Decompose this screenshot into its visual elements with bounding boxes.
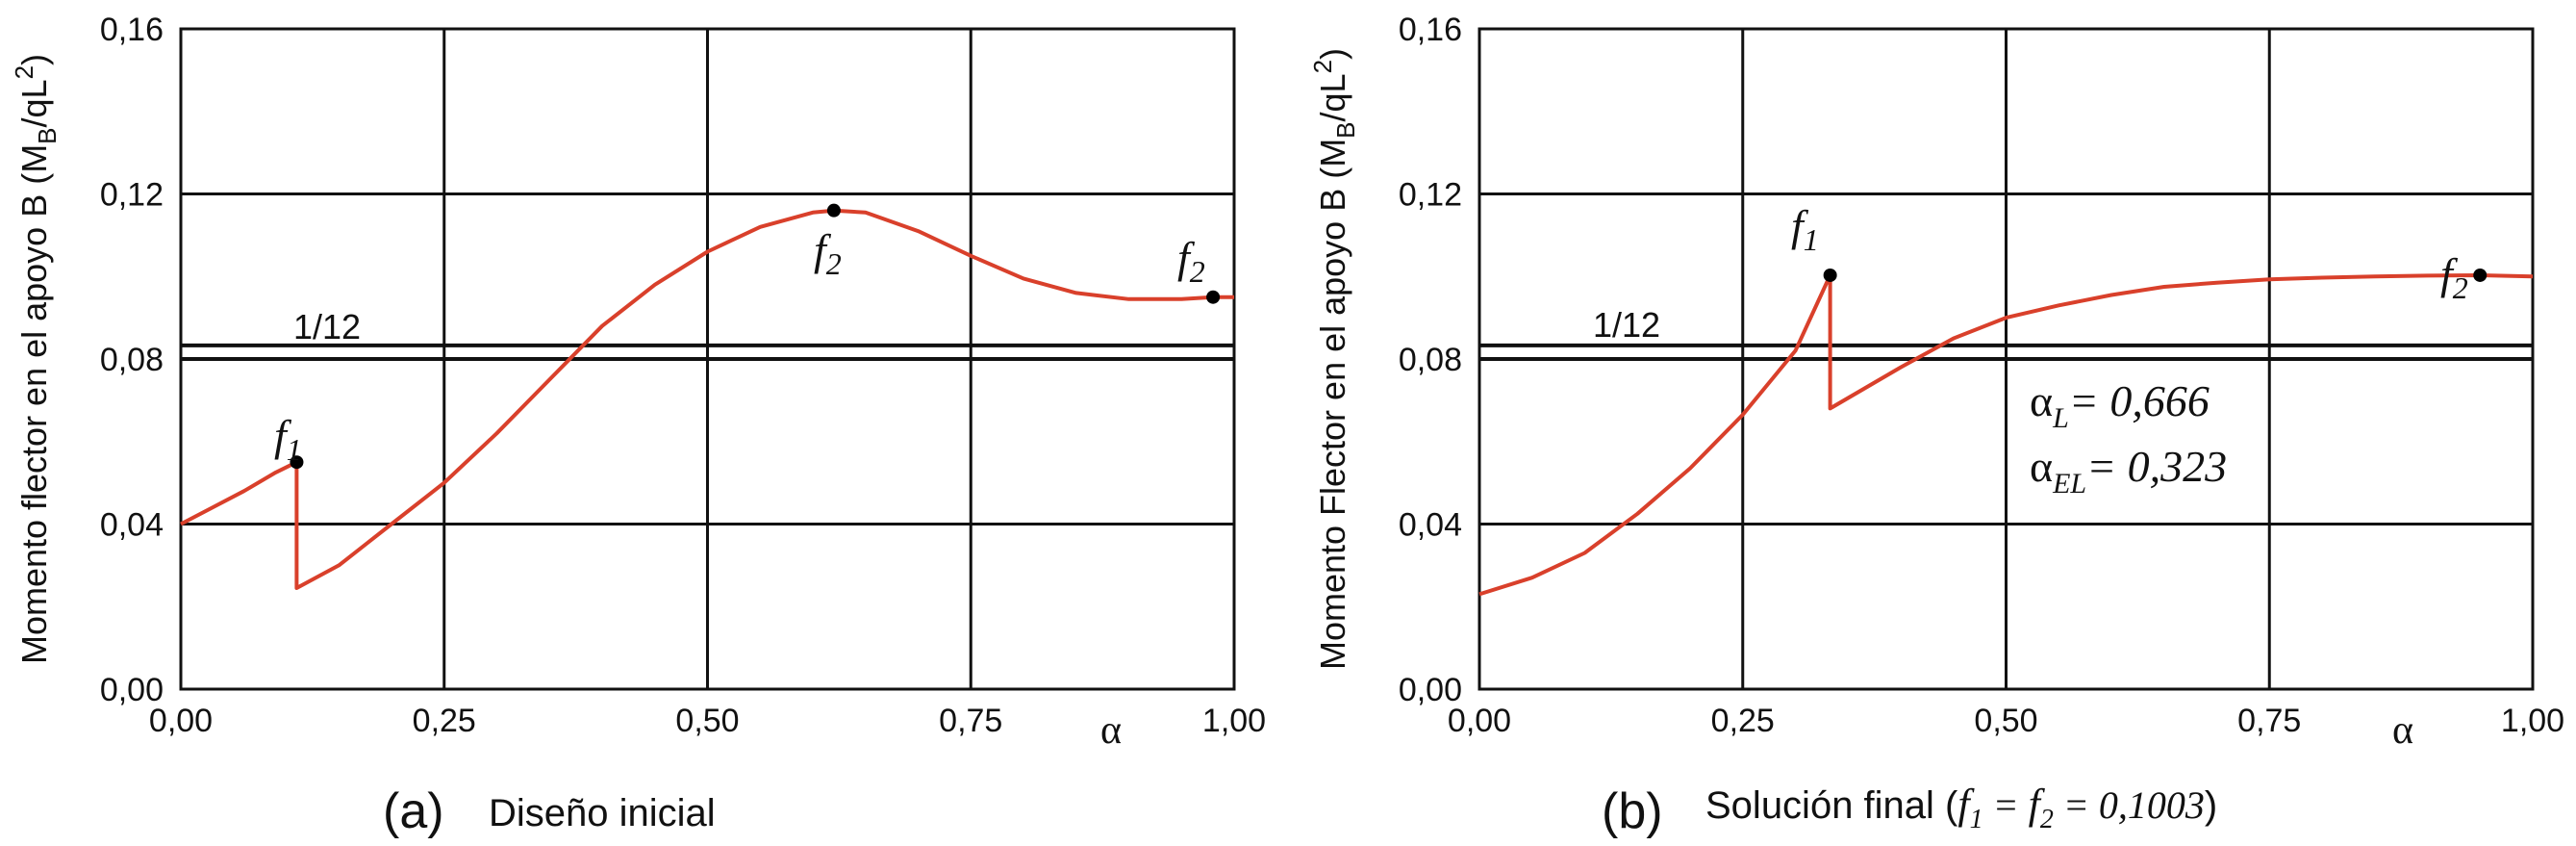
y-tick-label: 0,08	[1399, 342, 1462, 378]
chart-a-annotation-f2-end: f2	[1177, 233, 1205, 289]
chart-b-annotation-f2: f2	[2440, 249, 2468, 305]
x-tick-label: 0,25	[413, 703, 476, 739]
chart-a-plot-frame	[179, 27, 1236, 691]
x-tick-label: 0,75	[939, 703, 1002, 739]
chart-b-annotation-f1: f1	[1791, 201, 1819, 257]
chart-a-x-ticks: 0,00 0,25 0,50 0,75 1,00	[149, 703, 1266, 739]
chart-b-points	[1823, 268, 2488, 282]
y-tick-label: 0,00	[100, 672, 164, 708]
chart-b: 0,00 0,04 0,08 0,12 0,16 0,00 0,25 0,50 0,75 1,0…	[1308, 12, 2564, 839]
chart-a-x-axis-label: α	[1100, 708, 1122, 753]
chart-b-series-line	[1478, 273, 2534, 597]
x-tick-label: 0,00	[1448, 703, 1511, 739]
chart-a-reference-lines	[181, 343, 1234, 361]
chart-b-ref-label: 1/12	[1593, 305, 1660, 345]
chart-b-alpha-l: αL= 0,666	[2030, 376, 2210, 434]
chart-b-x-axis-label: α	[2392, 708, 2413, 753]
y-tick-label: 0,04	[1399, 507, 1462, 544]
chart-a: 0,00 0,04 0,08 0,12 0,16 0,00 0,25 0,50 0,75 1,0…	[10, 12, 1266, 839]
chart-a-caption-letter: (a)	[383, 783, 444, 839]
annotated-point	[1206, 290, 1221, 304]
y-tick-label: 0,12	[1399, 177, 1462, 214]
y-tick-label: 0,16	[1399, 12, 1462, 48]
y-tick-label: 0,12	[100, 177, 164, 214]
chart-b-reference-lines	[1479, 343, 2533, 361]
chart-b-caption-letter: (b)	[1602, 783, 1663, 839]
annotated-point	[826, 203, 841, 218]
chart-a-annotation-f1: f1	[274, 411, 302, 467]
x-tick-label: 0,00	[149, 703, 213, 739]
x-tick-label: 0,25	[1711, 703, 1775, 739]
chart-a-ref-label: 1/12	[293, 307, 361, 346]
annotated-point	[290, 455, 304, 470]
chart-a-points	[290, 203, 1221, 470]
chart-b-caption-text: Solución final (f1 = f2 = 0,1003)	[1705, 781, 2217, 834]
x-tick-label: 1,00	[2501, 703, 2564, 739]
chart-b-y-axis-label: Momento Flector en el apoyo B (MB/qL2)	[1308, 48, 1360, 670]
chart-a-series-line	[180, 208, 1234, 590]
chart-b-y-ticks: 0,00 0,04 0,08 0,12 0,16	[1399, 12, 1462, 708]
y-tick-label: 0,08	[100, 342, 164, 378]
chart-a-y-ticks: 0,00 0,04 0,08 0,12 0,16	[100, 12, 164, 708]
annotated-point	[2473, 268, 2488, 282]
x-tick-label: 0,50	[1974, 703, 2037, 739]
y-tick-label: 0,16	[100, 12, 164, 48]
chart-b-alpha-el: αEL= 0,323	[2030, 442, 2227, 500]
x-tick-label: 0,75	[2237, 703, 2301, 739]
annotated-point	[1823, 268, 1837, 282]
x-tick-label: 0,50	[675, 703, 739, 739]
y-tick-label: 0,00	[1399, 672, 1462, 708]
chart-a-y-axis-label: Momento flector en el apoyo B (MB/qL2)	[10, 54, 62, 664]
chart-b-x-ticks: 0,00 0,25 0,50 0,75 1,00	[1448, 703, 2564, 739]
chart-b-plot-frame	[1477, 27, 2535, 691]
x-tick-label: 1,00	[1202, 703, 1266, 739]
y-tick-label: 0,04	[100, 507, 164, 544]
chart-a-annotation-f2-peak: f2	[814, 225, 842, 281]
chart-a-caption-text: Diseño inicial	[489, 792, 716, 834]
